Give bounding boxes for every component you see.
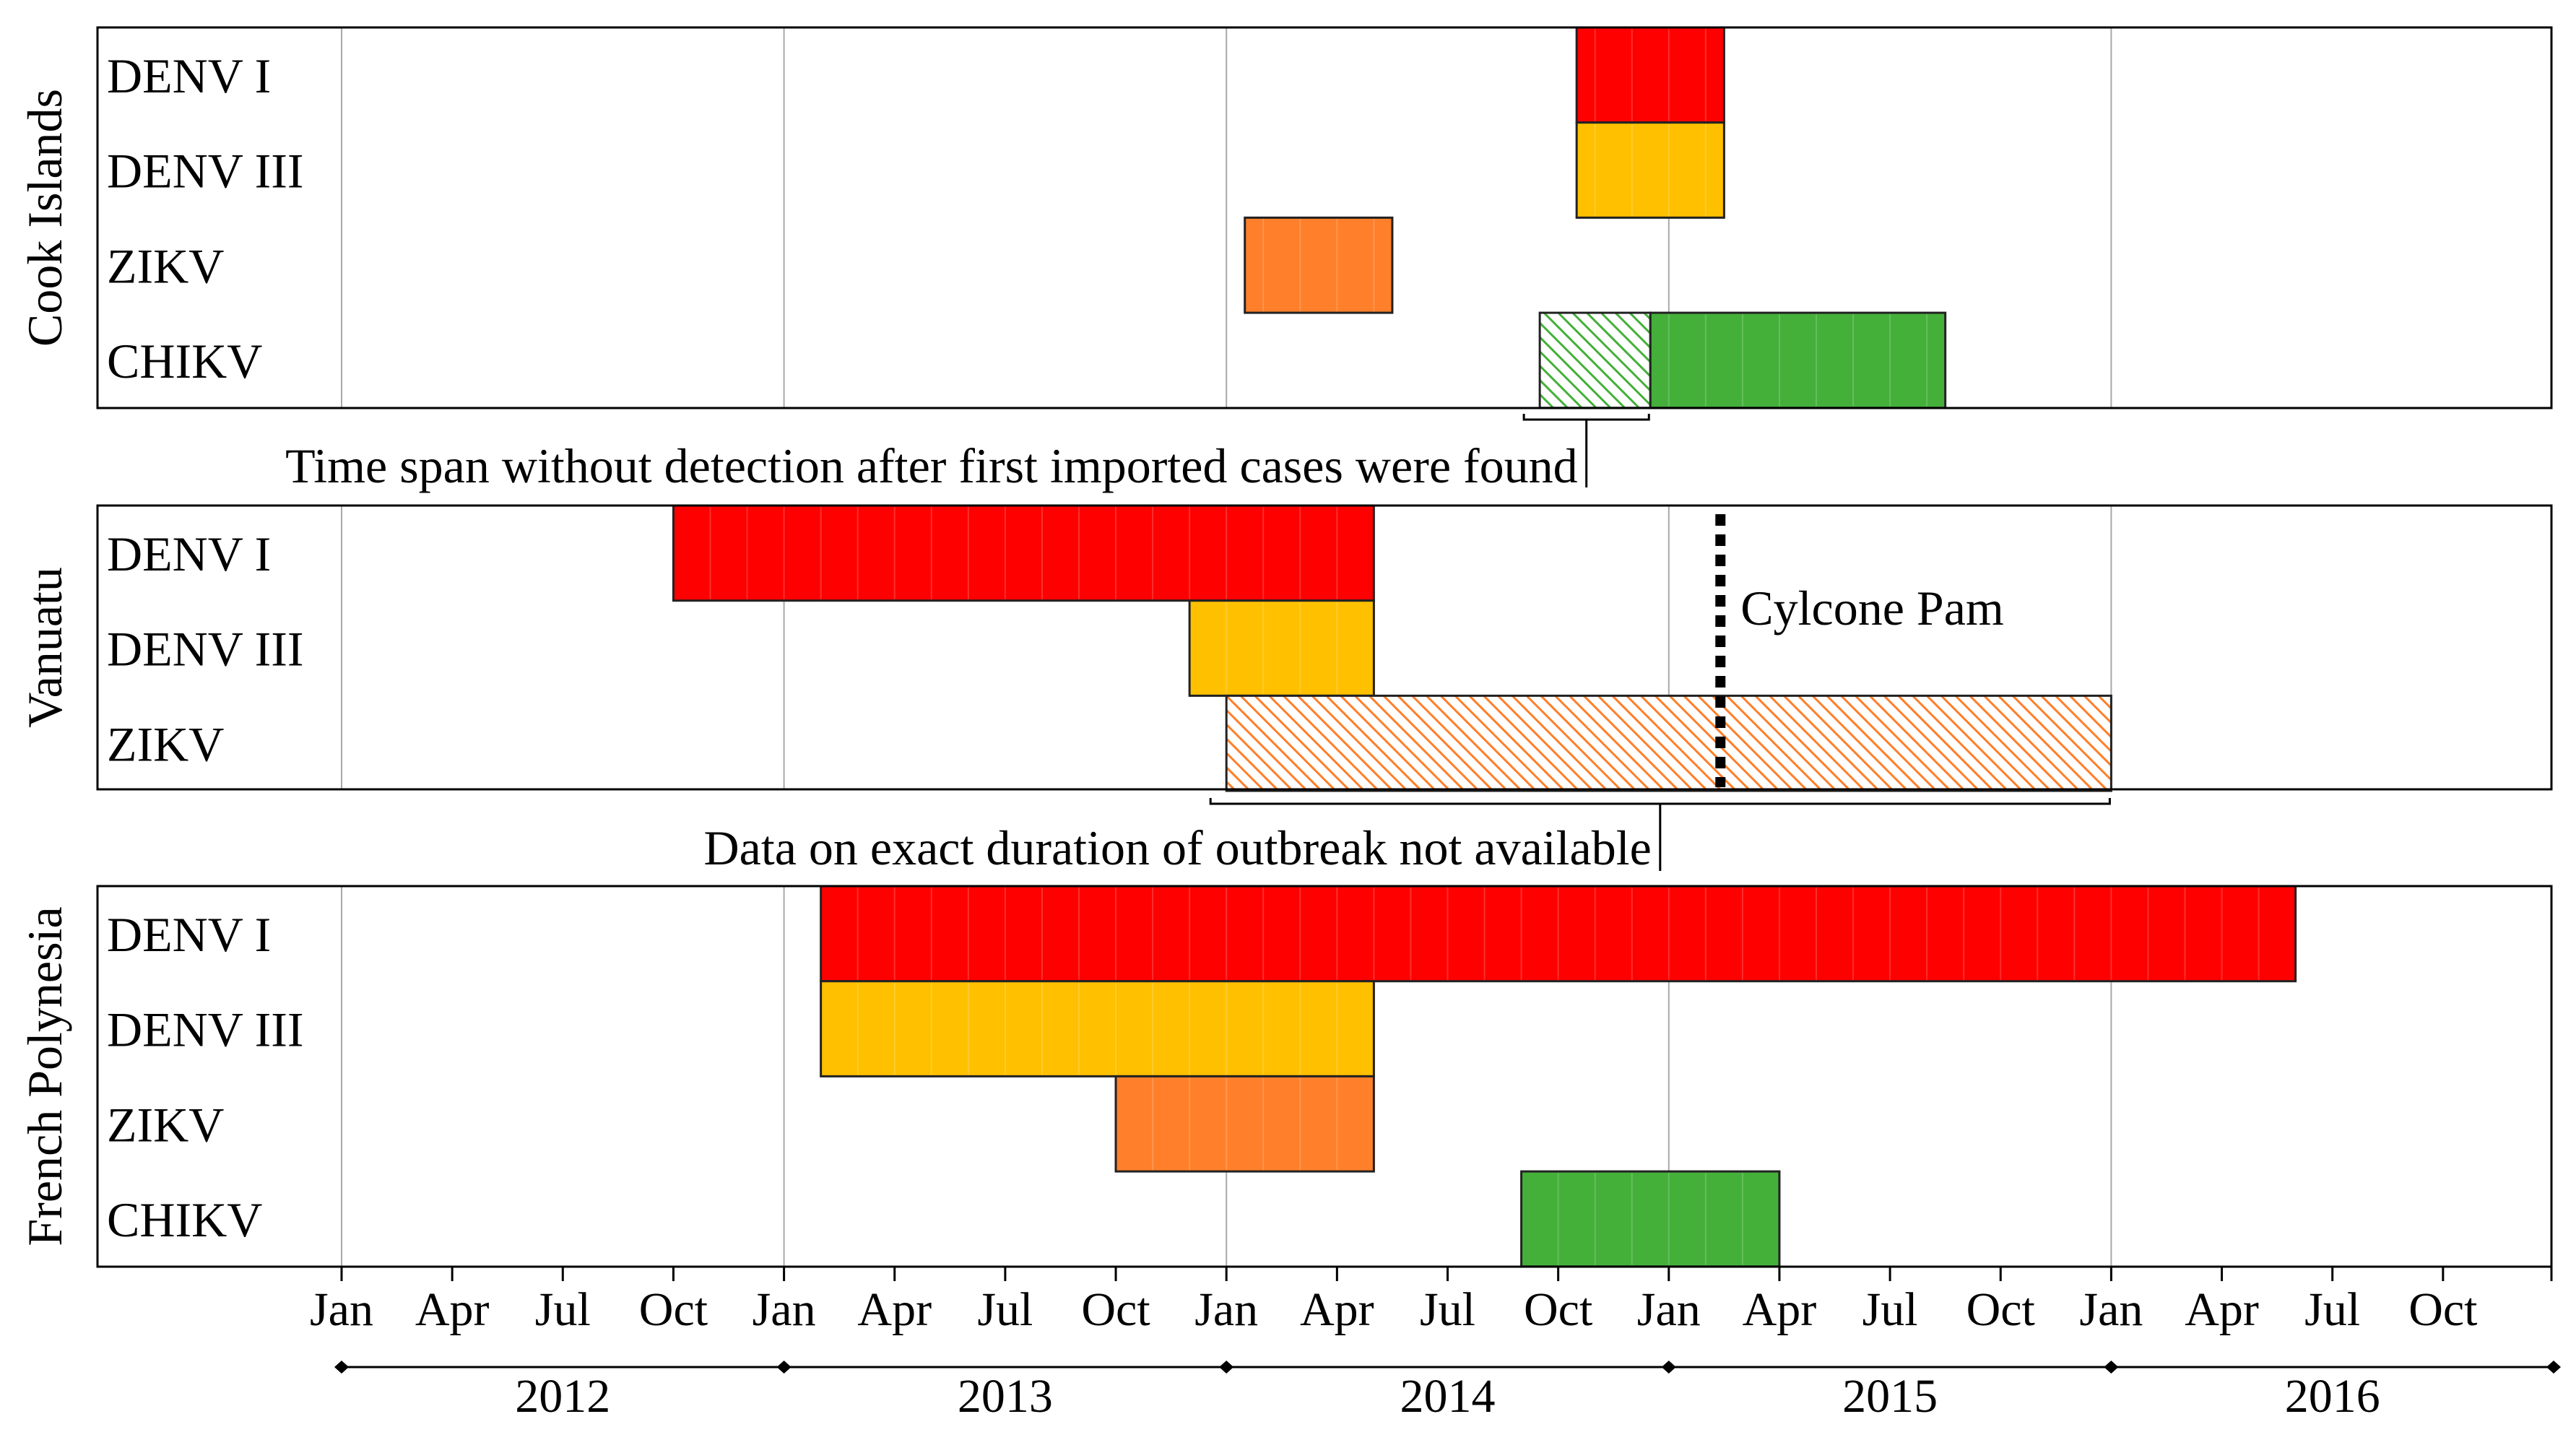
month-tick-label: Apr [415, 1283, 490, 1336]
month-tick-label: Jul [2304, 1283, 2360, 1336]
panel-frames [96, 26, 2553, 1268]
bar-cook-islands-zikv [1244, 216, 1394, 314]
year-label: 2016 [2285, 1370, 2380, 1423]
month-tick-label: Jan [1637, 1283, 1701, 1336]
month-tick-label: Jan [1194, 1283, 1258, 1336]
row-label-zikv: ZIKV [107, 1097, 224, 1152]
row-label-chikv: CHIKV [107, 1192, 262, 1247]
bar-vanuatu-denv-iii [1188, 599, 1375, 697]
annotation-bracket [1522, 414, 1650, 421]
month-tick-label: Apr [2185, 1283, 2259, 1336]
bar-french-polynesia-chikv [1520, 1170, 1781, 1268]
row-label-denv-i: DENV I [107, 526, 271, 581]
month-tick-label: Apr [1743, 1283, 1817, 1336]
panel-frame-vanuatu [96, 504, 2553, 791]
labels-layer: DENV I DENV III ZIKV CHIKV Cook Islands DENV … [17, 48, 2561, 1423]
annotation-text: Time span without detection after first … [285, 438, 1578, 493]
year-boundary-marker [776, 1361, 792, 1374]
month-tick-label: Jul [1420, 1283, 1475, 1336]
bar-cook-islands-denv-iii [1575, 121, 1725, 219]
row-label-zikv: ZIKV [107, 716, 224, 771]
year-label: 2012 [515, 1370, 610, 1423]
year-label: 2014 [1400, 1370, 1496, 1423]
row-label-zikv: ZIKV [107, 238, 224, 293]
month-tick-label: Apr [1300, 1283, 1374, 1336]
year-boundary-marker [2104, 1361, 2119, 1374]
month-tick-label: Jul [535, 1283, 591, 1336]
row-label-denv-i: DENV I [107, 907, 271, 962]
bar-cook-islands-chikv-hatched [1538, 311, 1652, 409]
bars-layer [672, 26, 2297, 1268]
panel-frame-cook-islands [96, 26, 2553, 409]
month-tick-label: Oct [2408, 1283, 2477, 1336]
year-label: 2015 [1842, 1370, 1938, 1423]
month-tick-label: Jan [2079, 1283, 2143, 1336]
panel-frame-french-polynesia [96, 885, 2553, 1268]
month-tick-label: Oct [1524, 1283, 1592, 1336]
row-label-denv-iii: DENV III [107, 622, 304, 677]
month-tick-label: Jan [310, 1283, 373, 1336]
bar-vanuatu-denv-i [672, 504, 1375, 602]
year-boundary-marker [1219, 1361, 1234, 1374]
month-tick-label: Oct [1081, 1283, 1150, 1336]
month-tick-label: Jul [1862, 1283, 1918, 1336]
month-tick-label: Jul [977, 1283, 1033, 1336]
row-label-denv-iii: DENV III [107, 1002, 304, 1057]
row-label-denv-i: DENV I [107, 48, 271, 103]
annotation-text: Data on exact duration of outbreak not a… [704, 820, 1652, 875]
bar-french-polynesia-zikv [1114, 1075, 1375, 1173]
country-label-vanuatu: Vanuatu [17, 567, 72, 728]
bar-cook-islands-denv-i [1575, 26, 1725, 124]
month-tick-label: Apr [857, 1283, 932, 1336]
month-tick-label: Oct [1966, 1283, 2035, 1336]
bar-vanuatu-zikv-hatched [1225, 694, 2112, 792]
year-boundary-marker [1661, 1361, 1676, 1374]
annotation-bracket [1209, 798, 2111, 805]
country-label-french-polynesia: French Polynesia [17, 906, 72, 1246]
bar-french-polynesia-denv-i [820, 885, 2297, 983]
country-label-cook-islands: Cook Islands [17, 89, 72, 347]
row-label-denv-iii: DENV III [107, 144, 304, 199]
row-label-chikv: CHIKV [107, 334, 262, 389]
cyclone-pam-label: Cylcone Pam [1740, 581, 2004, 636]
month-tick-label: Oct [639, 1283, 708, 1336]
bar-cook-islands-chikv [1649, 311, 1947, 409]
bar-french-polynesia-denv-iii [820, 980, 1375, 1077]
month-tick-label: Jan [753, 1283, 816, 1336]
year-boundary-marker [334, 1361, 349, 1374]
year-boundary-marker [2546, 1361, 2561, 1374]
year-label: 2013 [958, 1370, 1053, 1423]
